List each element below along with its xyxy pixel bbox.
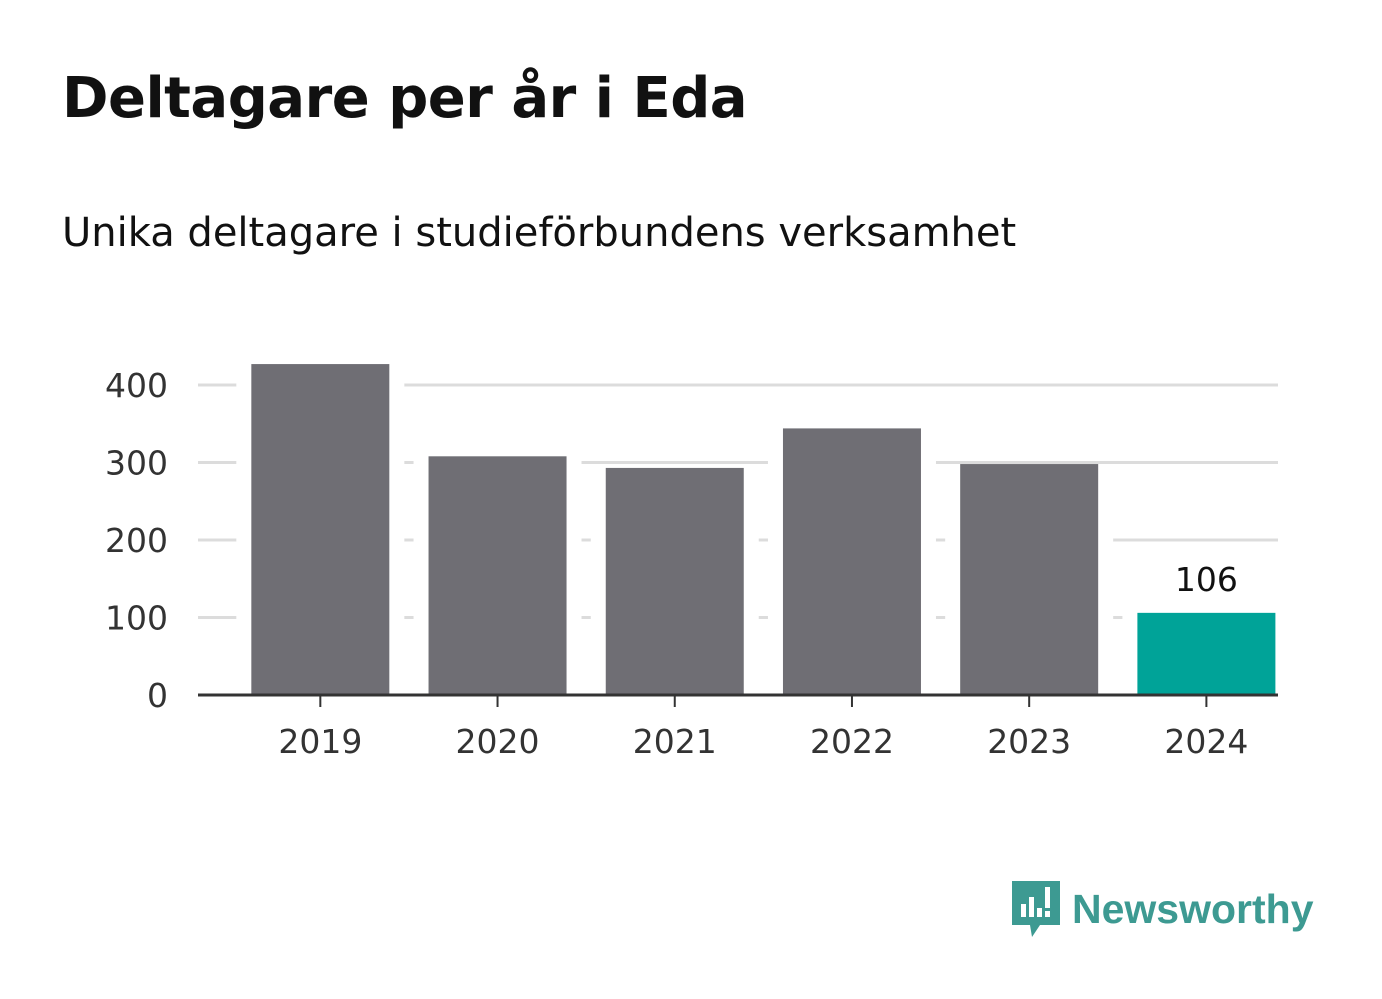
data-label: 106 xyxy=(1175,560,1238,599)
axis-ticks: 0 100 200 300 400 2019 2020 2021 2022 2023 2024 xyxy=(105,366,1248,761)
x-tick-label: 2024 xyxy=(1164,722,1248,761)
bar-2022 xyxy=(782,428,921,695)
chart-title: Deltagare per år i Eda xyxy=(62,66,748,131)
y-tick-label: 0 xyxy=(147,676,168,715)
data-labels: 106 xyxy=(1175,560,1238,599)
bar-2024 xyxy=(1137,612,1276,695)
brand-logo: Newsworthy xyxy=(1010,876,1314,942)
brand-name: Newsworthy xyxy=(1072,885,1314,932)
y-tick-label: 200 xyxy=(105,521,168,560)
bar-2023 xyxy=(960,464,1099,695)
bar-2021 xyxy=(605,467,744,695)
x-tick-label: 2022 xyxy=(810,722,894,761)
y-tick-label: 400 xyxy=(105,366,168,405)
y-tick-label: 100 xyxy=(105,599,168,638)
newsworthy-logo-icon xyxy=(1012,881,1060,937)
y-tick-label: 300 xyxy=(105,444,168,483)
x-tick-label: 2020 xyxy=(456,722,540,761)
x-tick-label: 2019 xyxy=(278,722,362,761)
x-tick-label: 2023 xyxy=(987,722,1071,761)
bar-2019 xyxy=(251,364,390,695)
bar-2020 xyxy=(428,456,567,695)
bars xyxy=(236,364,1291,695)
chart-subtitle: Unika deltagare i studieförbundens verks… xyxy=(62,210,1017,256)
x-tick-label: 2021 xyxy=(633,722,717,761)
